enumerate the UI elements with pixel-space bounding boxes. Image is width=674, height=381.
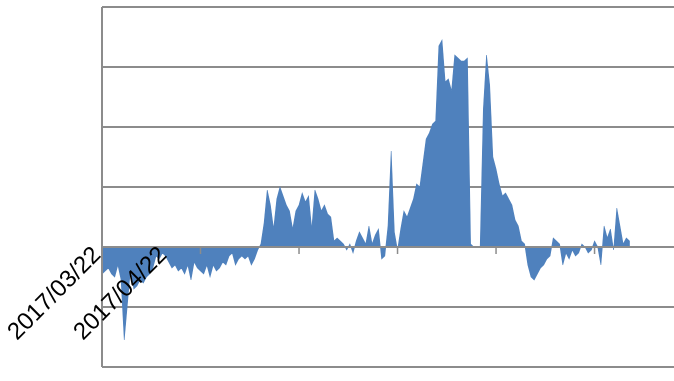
x-tick-marks <box>101 247 596 254</box>
y-gridlines <box>102 6 674 368</box>
series-area-layer <box>101 38 630 341</box>
series-area-0 <box>101 38 630 341</box>
